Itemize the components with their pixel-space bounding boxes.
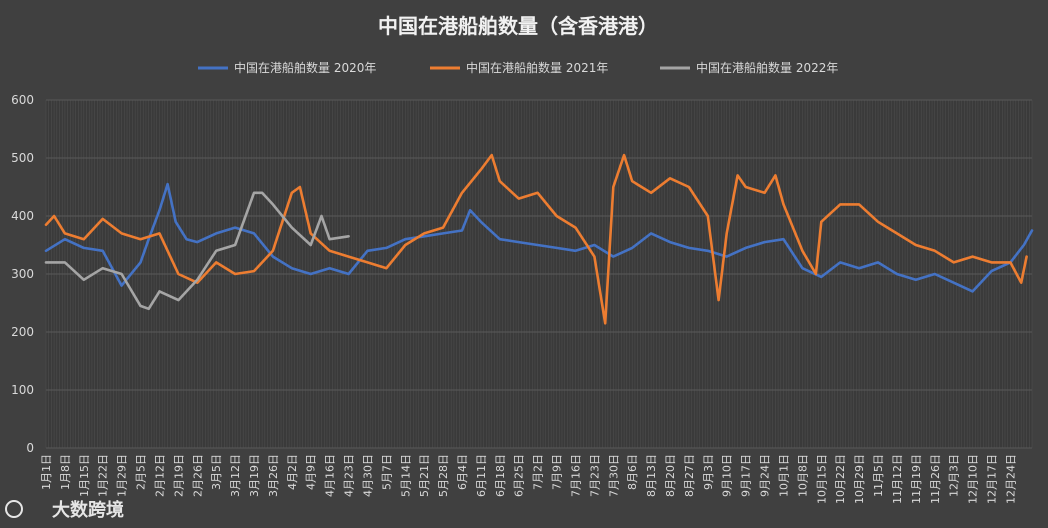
x-tick-label: 7月2日 — [532, 454, 545, 490]
x-tick-label: 1月8日 — [59, 454, 72, 490]
x-tick-label: 2月26日 — [191, 454, 204, 497]
x-tick-label: 5月7日 — [380, 454, 393, 490]
x-tick-label: 12月17日 — [985, 454, 998, 504]
x-tick-label: 2月12日 — [153, 454, 166, 497]
x-tick-label: 4月23日 — [343, 454, 356, 497]
x-tick-label: 12月3日 — [948, 454, 961, 497]
x-tick-label: 4月9日 — [305, 454, 318, 490]
y-tick-label: 300 — [11, 267, 34, 281]
x-tick-label: 1月15日 — [78, 454, 91, 497]
x-tick-label: 7月23日 — [588, 454, 601, 497]
x-tick-label: 2月5日 — [135, 454, 148, 490]
x-tick-label: 10月29日 — [853, 454, 866, 504]
x-tick-label: 6月25日 — [513, 454, 526, 497]
x-tick-label: 8月20日 — [664, 454, 677, 497]
x-axis: 1月1日 1月8日 1月15日 1月22日 1月29日 2月5日 2月12日 2月19日 2月2… — [40, 454, 1017, 504]
x-tick-label: 5月14日 — [399, 454, 412, 497]
x-tick-label: 11月12日 — [891, 454, 904, 504]
y-tick-label: 500 — [11, 151, 34, 165]
x-tick-label: 6月11日 — [475, 454, 488, 497]
grid — [45, 99, 1033, 449]
chart-title: 中国在港船舶数量（含香港港） — [378, 14, 658, 38]
x-tick-label: 12月10日 — [967, 454, 980, 504]
x-tick-label: 12月24日 — [1004, 454, 1017, 504]
y-axis: 0 100 200 300 400 500 600 — [11, 93, 34, 455]
x-tick-label: 11月26日 — [929, 454, 942, 504]
x-tick-label: 2月19日 — [172, 454, 185, 497]
y-tick-label: 200 — [11, 325, 34, 339]
watermark-logo-icon — [5, 500, 23, 518]
x-tick-label: 6月18日 — [494, 454, 507, 497]
legend-label-3: 中国在港船舶数量 2022年 — [696, 60, 838, 75]
x-tick-label: 1月1日 — [40, 454, 53, 490]
y-tick-label: 100 — [11, 383, 34, 397]
x-tick-label: 3月12日 — [229, 454, 242, 497]
x-tick-label: 8月13日 — [645, 454, 658, 497]
x-tick-label: 7月30日 — [607, 454, 620, 497]
legend-label-2: 中国在港船舶数量 2021年 — [466, 60, 608, 75]
y-tick-label: 600 — [11, 93, 34, 107]
x-tick-label: 4月2日 — [286, 454, 299, 490]
x-tick-label: 7月9日 — [551, 454, 564, 490]
x-tick-label: 9月3日 — [702, 454, 715, 490]
x-tick-label: 3月5日 — [210, 454, 223, 490]
series-line-3 — [44, 191, 350, 311]
legend-label-1: 中国在港船舶数量 2020年 — [234, 60, 376, 75]
x-tick-label: 3月26日 — [267, 454, 280, 497]
x-tick-label: 7月16日 — [569, 454, 582, 497]
x-tick-label: 10月1日 — [777, 454, 790, 497]
x-tick-label: 11月5日 — [872, 454, 885, 497]
y-tick-label: 0 — [26, 441, 34, 455]
series-line-2 — [44, 153, 1028, 325]
watermark: 大数跨境 — [5, 499, 124, 521]
x-tick-label: 9月24日 — [759, 454, 772, 497]
x-tick-label: 10月15日 — [815, 454, 828, 504]
x-tick-label: 3月19日 — [248, 454, 261, 497]
x-tick-label: 6月4日 — [456, 454, 469, 490]
x-tick-label: 5月28日 — [437, 454, 450, 497]
x-tick-label: 8月6日 — [626, 454, 639, 490]
legend: 中国在港船舶数量 2020年 中国在港船舶数量 2021年 中国在港船舶数量 202… — [198, 60, 838, 75]
x-tick-label: 4月16日 — [324, 454, 337, 497]
x-tick-label: 11月19日 — [910, 454, 923, 504]
x-tick-label: 1月29日 — [116, 454, 129, 497]
x-tick-label: 10月22日 — [834, 454, 847, 504]
x-tick-label: 1月22日 — [97, 454, 110, 497]
y-tick-label: 400 — [11, 209, 34, 223]
series-line-1 — [44, 182, 1034, 293]
x-tick-label: 10月8日 — [796, 454, 809, 497]
watermark-text: 大数跨境 — [52, 499, 124, 521]
x-tick-label: 9月10日 — [721, 454, 734, 497]
x-tick-label: 4月30日 — [361, 454, 374, 497]
x-tick-label: 5月21日 — [418, 454, 431, 497]
x-tick-label: 8月27日 — [683, 454, 696, 497]
x-tick-label: 9月17日 — [740, 454, 753, 497]
series-group — [44, 153, 1034, 325]
